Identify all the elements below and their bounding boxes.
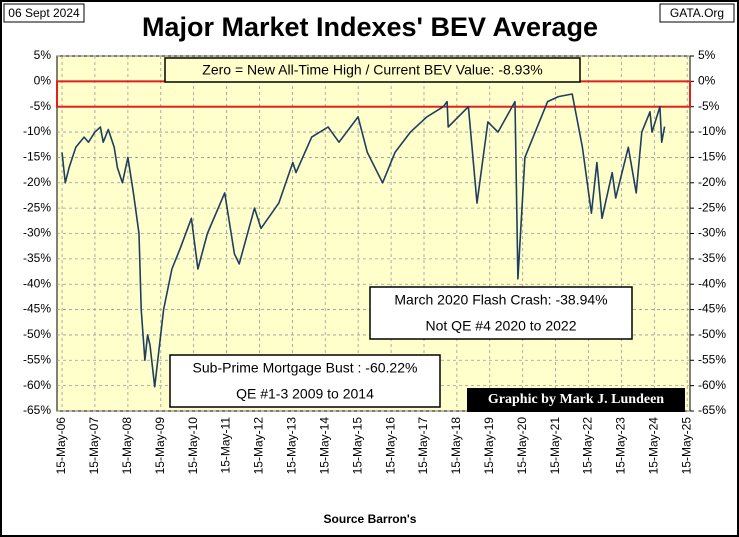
crash-note-box xyxy=(369,286,633,340)
x-tick-label: 15-May-25 xyxy=(679,417,693,475)
y2-tick-label: -5% xyxy=(698,99,720,113)
credit-box xyxy=(467,388,685,412)
y2-tick-label: -30% xyxy=(698,226,726,240)
y-tick-label: -25% xyxy=(23,200,51,214)
x-tick-label: 15-May-18 xyxy=(449,417,463,475)
x-tick-label: 15-May-13 xyxy=(285,417,299,475)
chart-title: Major Market Indexes' BEV Average xyxy=(142,12,598,42)
y-tick-label: 5% xyxy=(34,48,52,62)
plot-area xyxy=(56,55,691,412)
y2-tick-label: -50% xyxy=(698,327,726,341)
y-tick-label: -20% xyxy=(23,175,51,189)
y-tick-label: -55% xyxy=(23,352,51,366)
site-box xyxy=(659,3,735,23)
y2-tick-label: -25% xyxy=(698,200,726,214)
x-tick-label: 15-May-21 xyxy=(548,417,562,475)
y2-tick-label: -15% xyxy=(698,150,726,164)
y-tick-label: -30% xyxy=(23,226,51,240)
y2-tick-label: -10% xyxy=(698,124,726,138)
x-tick-label: 15-May-16 xyxy=(383,417,397,475)
y2-tick-label: -65% xyxy=(698,403,726,417)
x-tick-label: 15-May-15 xyxy=(350,417,364,475)
zero-note-text: Zero = New All-Time High / Current BEV V… xyxy=(202,62,542,78)
y2-tick-label: -60% xyxy=(698,378,726,392)
x-tick-label: 15-May-22 xyxy=(581,417,595,475)
subprime-note-box xyxy=(169,354,441,408)
y-tick-label: -15% xyxy=(23,150,51,164)
x-tick-label: 15-May-07 xyxy=(87,417,101,475)
x-tick-label: 15-May-24 xyxy=(646,417,660,475)
y-tick-label: 0% xyxy=(34,74,52,88)
date-box xyxy=(3,3,85,23)
y-tick-label: -10% xyxy=(23,124,51,138)
x-tick-label: 15-May-08 xyxy=(120,417,134,475)
site-label: GATA.Org xyxy=(670,6,724,20)
x-tick-label: 15-May-20 xyxy=(515,417,529,475)
x-axis-label: Source Barron's xyxy=(324,512,417,526)
y2-tick-label: -35% xyxy=(698,251,726,265)
x-tick-label: 15-May-17 xyxy=(416,417,430,475)
x-tick-label: 15-May-23 xyxy=(614,417,628,475)
x-tick-label: 15-May-09 xyxy=(153,417,167,475)
data-line xyxy=(61,93,666,388)
credit: Graphic by Mark J. Lundeen xyxy=(488,392,664,407)
x-tick-label: 15-May-10 xyxy=(186,417,200,475)
x-tick-label: 15-May-19 xyxy=(482,417,496,475)
y-tick-label: -5% xyxy=(30,99,52,113)
y2-tick-label: -45% xyxy=(698,302,726,316)
subprime-note-text: QE #1-3 2009 to 2014 xyxy=(236,386,374,402)
y2-tick-label: -55% xyxy=(698,352,726,366)
y-tick-label: -65% xyxy=(23,403,51,417)
y2-tick-label: -20% xyxy=(698,175,726,189)
y2-tick-label: 5% xyxy=(698,48,716,62)
x-tick-label: 15-May-11 xyxy=(219,417,233,474)
crash-note-text: Not QE #4 2020 to 2022 xyxy=(426,318,577,334)
y2-tick-label: 0% xyxy=(698,74,716,88)
x-tick-label: 15-May-14 xyxy=(317,417,331,475)
date-label: 06 Sept 2024 xyxy=(8,6,80,20)
crash-note-text: March 2020 Flash Crash: -38.94% xyxy=(394,292,607,308)
zero-note-box xyxy=(164,57,581,83)
y-tick-label: -35% xyxy=(23,251,51,265)
x-tick-label: 15-May-12 xyxy=(252,417,266,475)
y-tick-label: -50% xyxy=(23,327,51,341)
y2-tick-label: -40% xyxy=(698,276,726,290)
subprime-note-text: Sub-Prime Mortgage Bust : -60.22% xyxy=(193,360,418,376)
y-tick-label: -40% xyxy=(23,276,51,290)
y-tick-label: -60% xyxy=(23,378,51,392)
y-tick-label: -45% xyxy=(23,302,51,316)
x-tick-label: 15-May-06 xyxy=(54,417,68,475)
